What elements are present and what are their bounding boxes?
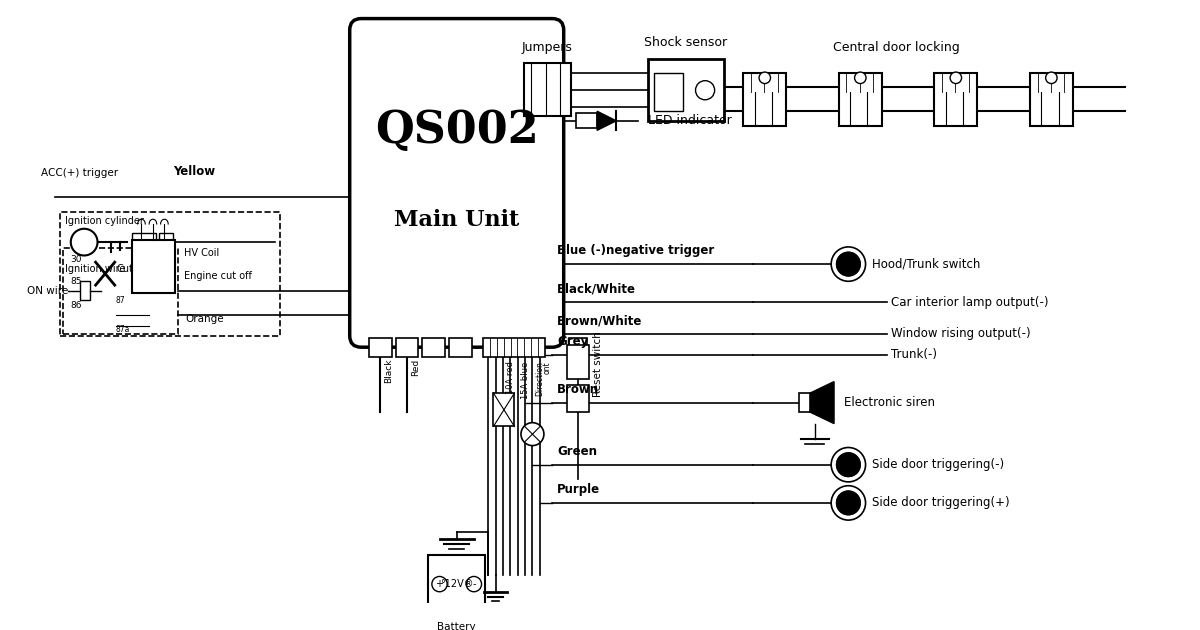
Bar xyxy=(566,345,589,379)
Text: Window rising output(-): Window rising output(-) xyxy=(892,328,1031,340)
Text: -: - xyxy=(472,579,475,589)
Text: Central door locking: Central door locking xyxy=(833,41,960,54)
Circle shape xyxy=(950,72,961,84)
Circle shape xyxy=(836,491,860,514)
Text: Shock sensor: Shock sensor xyxy=(644,36,727,49)
Bar xyxy=(493,393,515,427)
Polygon shape xyxy=(810,382,834,423)
Text: Black: Black xyxy=(384,358,394,383)
Circle shape xyxy=(832,447,865,482)
Bar xyxy=(839,73,882,125)
Text: ACC(+) trigger: ACC(+) trigger xyxy=(41,168,118,178)
Bar xyxy=(484,338,545,357)
Text: Grey: Grey xyxy=(557,335,588,348)
Text: Reset switch: Reset switch xyxy=(593,331,604,398)
Bar xyxy=(158,232,173,251)
Bar xyxy=(60,212,280,336)
Text: ont: ont xyxy=(542,362,552,374)
Text: 86: 86 xyxy=(71,301,83,310)
Circle shape xyxy=(832,486,865,520)
Text: Green: Green xyxy=(557,445,598,458)
Text: Hood/Trunk switch: Hood/Trunk switch xyxy=(872,258,980,271)
FancyBboxPatch shape xyxy=(349,18,564,347)
Text: 30: 30 xyxy=(71,255,83,264)
Text: Cut: Cut xyxy=(116,264,133,274)
Text: 87: 87 xyxy=(115,296,125,305)
Circle shape xyxy=(432,576,448,592)
Text: Electronic siren: Electronic siren xyxy=(844,396,935,409)
Bar xyxy=(396,338,419,357)
Circle shape xyxy=(836,491,860,514)
Bar xyxy=(648,59,724,121)
Circle shape xyxy=(854,72,866,84)
Circle shape xyxy=(521,423,544,445)
Circle shape xyxy=(836,453,860,476)
Text: Jumpers: Jumpers xyxy=(522,41,572,54)
Bar xyxy=(368,338,391,357)
Bar xyxy=(576,113,598,129)
Bar xyxy=(80,281,90,301)
Circle shape xyxy=(836,453,860,476)
Text: 85: 85 xyxy=(71,277,83,286)
Circle shape xyxy=(836,253,860,275)
Text: Red: Red xyxy=(410,358,420,376)
Text: Purple: Purple xyxy=(557,483,600,496)
Text: Direction: Direction xyxy=(535,362,545,396)
Text: °12V®: °12V® xyxy=(440,579,474,589)
Text: Black/White: Black/White xyxy=(557,283,636,295)
Text: 15A blue: 15A blue xyxy=(521,362,529,399)
Bar xyxy=(428,556,485,613)
Text: HV Coil: HV Coil xyxy=(185,248,220,258)
Text: Ignition cylinder: Ignition cylinder xyxy=(65,216,144,226)
Text: Car interior lamp output(-): Car interior lamp output(-) xyxy=(892,296,1049,309)
Text: Yellow: Yellow xyxy=(173,165,215,178)
Bar xyxy=(64,248,178,334)
Text: Battery: Battery xyxy=(437,622,476,630)
Circle shape xyxy=(467,576,481,592)
Bar xyxy=(570,338,587,357)
Bar xyxy=(132,240,175,293)
Circle shape xyxy=(1045,72,1057,84)
Text: Ignition wire: Ignition wire xyxy=(65,264,126,274)
Text: Main Unit: Main Unit xyxy=(394,209,520,231)
Text: Trunk(-): Trunk(-) xyxy=(892,348,937,362)
Circle shape xyxy=(836,253,860,275)
Bar xyxy=(743,73,786,125)
Bar xyxy=(799,393,810,412)
Text: QS002: QS002 xyxy=(374,110,539,152)
Text: LED indicator: LED indicator xyxy=(648,114,732,127)
Bar xyxy=(935,73,977,125)
Text: ON wire: ON wire xyxy=(26,286,68,296)
Text: Side door triggering(-): Side door triggering(-) xyxy=(872,458,1004,471)
Bar xyxy=(449,338,472,357)
Text: Orange: Orange xyxy=(186,314,224,324)
Text: Blue (-)negative trigger: Blue (-)negative trigger xyxy=(557,244,714,258)
Circle shape xyxy=(71,229,97,256)
Bar xyxy=(422,338,445,357)
Text: 10A red: 10A red xyxy=(506,362,515,394)
Bar xyxy=(566,386,589,412)
Circle shape xyxy=(832,247,865,281)
Text: Brown: Brown xyxy=(557,383,599,396)
Text: Engine cut off: Engine cut off xyxy=(185,270,252,280)
Text: Brown/White: Brown/White xyxy=(557,314,642,327)
Circle shape xyxy=(696,81,715,100)
Bar xyxy=(132,232,156,251)
Text: +: + xyxy=(436,579,444,589)
Bar xyxy=(654,73,683,112)
Polygon shape xyxy=(598,112,617,130)
Bar xyxy=(1030,73,1073,125)
Circle shape xyxy=(760,72,770,84)
Bar xyxy=(523,64,571,116)
Text: Side door triggering(+): Side door triggering(+) xyxy=(872,496,1010,510)
Text: 87a: 87a xyxy=(115,324,130,333)
